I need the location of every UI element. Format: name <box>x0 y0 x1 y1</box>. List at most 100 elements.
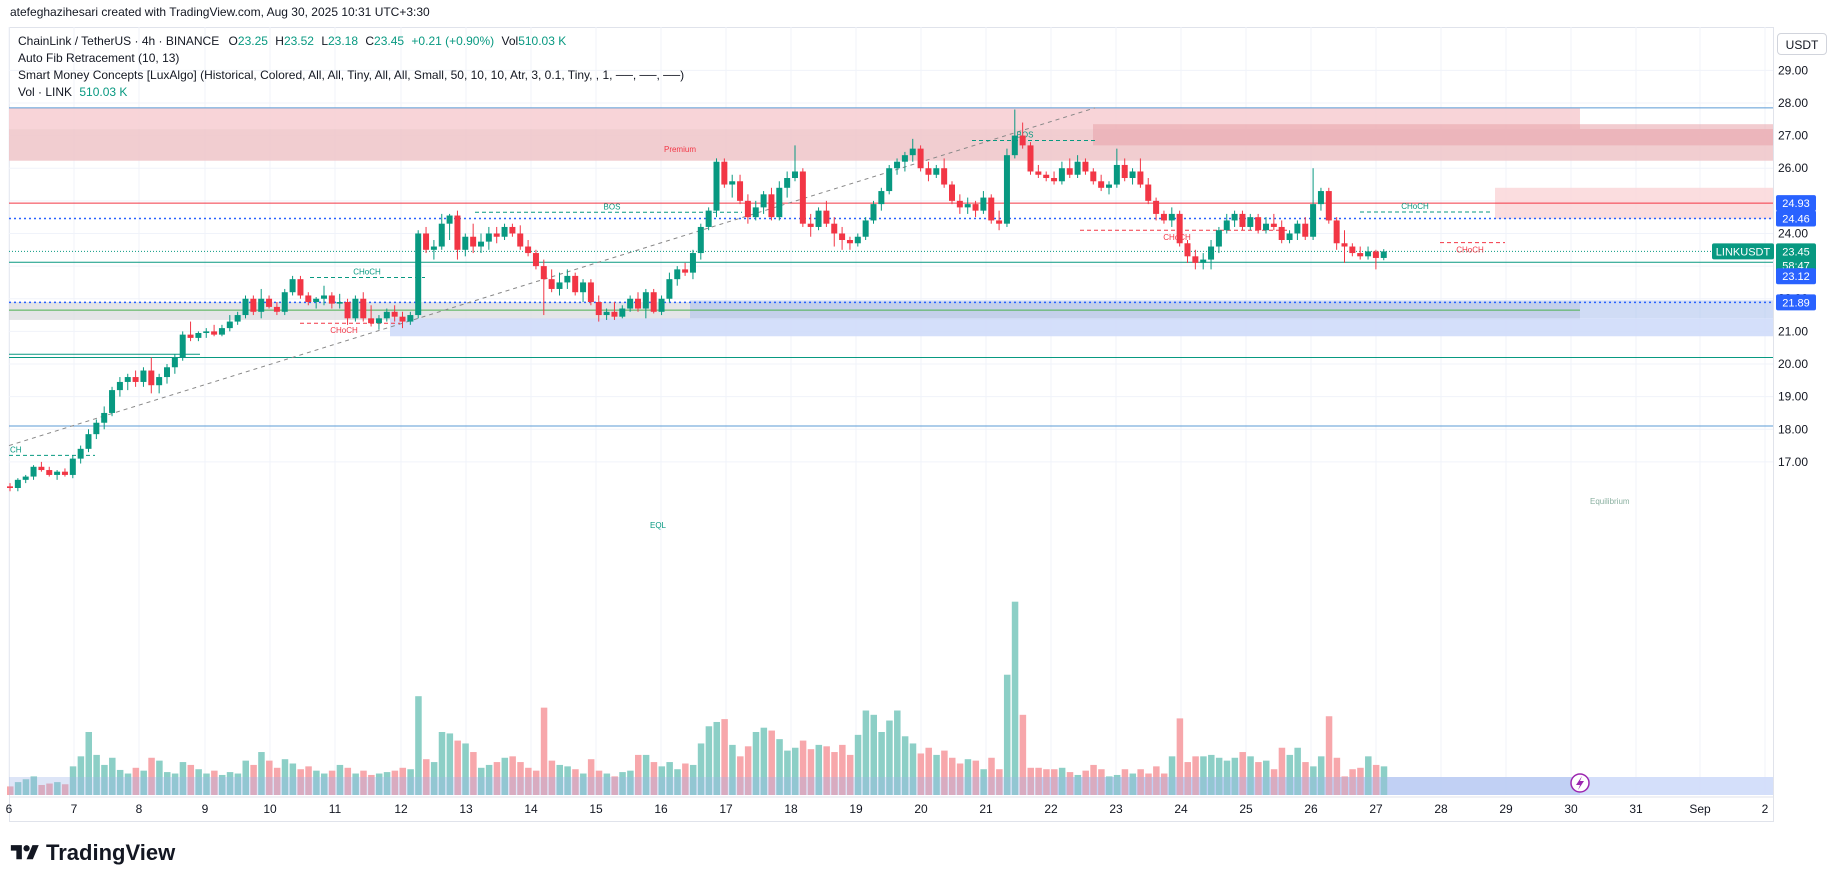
candle-body[interactable] <box>93 422 100 435</box>
candle-body[interactable] <box>258 298 265 312</box>
candle-body[interactable] <box>187 334 194 338</box>
candle-body[interactable] <box>697 226 704 254</box>
candle-body[interactable] <box>336 302 343 304</box>
candle-body[interactable] <box>996 220 1003 224</box>
candle-body[interactable] <box>281 292 288 312</box>
candle-body[interactable] <box>1365 251 1372 257</box>
candle-body[interactable] <box>894 161 901 169</box>
candle-body[interactable] <box>807 223 814 227</box>
candle-body[interactable] <box>721 161 728 185</box>
candle-body[interactable] <box>297 279 304 296</box>
candle-body[interactable] <box>69 458 76 475</box>
candle-body[interactable] <box>352 298 359 319</box>
candle-body[interactable] <box>1160 213 1167 221</box>
candle-body[interactable] <box>1137 171 1144 185</box>
candle-body[interactable] <box>77 448 84 459</box>
candle-body[interactable] <box>619 308 626 317</box>
candle-body[interactable] <box>399 316 406 322</box>
candle-body[interactable] <box>501 226 508 237</box>
candle-body[interactable] <box>1019 135 1026 146</box>
candle-body[interactable] <box>917 148 924 169</box>
candle-body[interactable] <box>949 184 955 201</box>
candle-body[interactable] <box>375 318 382 324</box>
candle-body[interactable] <box>1341 243 1348 247</box>
candle-body[interactable] <box>305 295 312 303</box>
candle-body[interactable] <box>203 331 210 334</box>
candle-body[interactable] <box>1263 223 1269 231</box>
candle-body[interactable] <box>972 204 979 211</box>
candle-body[interactable] <box>933 168 940 175</box>
candle-body[interactable] <box>266 298 273 307</box>
candle-body[interactable] <box>870 204 877 221</box>
candle-body[interactable] <box>234 315 241 322</box>
candle-body[interactable] <box>430 246 437 250</box>
candle-body[interactable] <box>556 282 563 289</box>
candle-body[interactable] <box>823 210 830 224</box>
currency-button[interactable]: USDT <box>1777 33 1827 55</box>
candle-body[interactable] <box>713 161 720 211</box>
candle-body[interactable] <box>776 187 783 218</box>
candle-body[interactable] <box>1184 243 1191 257</box>
candle-body[interactable] <box>1231 213 1238 221</box>
candle-body[interactable] <box>391 311 398 317</box>
candle-body[interactable] <box>171 357 178 368</box>
candle-body[interactable] <box>682 269 689 273</box>
candle-body[interactable] <box>360 298 367 319</box>
candle-body[interactable] <box>438 223 445 247</box>
candle-body[interactable] <box>1372 251 1379 258</box>
candle-body[interactable] <box>328 295 335 304</box>
candle-body[interactable] <box>1066 168 1073 175</box>
candle-body[interactable] <box>446 215 453 224</box>
candle-body[interactable] <box>540 266 547 280</box>
candle-body[interactable] <box>1121 164 1128 179</box>
candle-body[interactable] <box>1286 233 1293 241</box>
candle-body[interactable] <box>1168 213 1175 221</box>
candle-body[interactable] <box>839 233 846 241</box>
candle-body[interactable] <box>1106 184 1112 188</box>
candle-body[interactable] <box>1074 161 1081 175</box>
indicator-smc[interactable]: Smart Money Concepts [LuxAlgo] (Historic… <box>18 68 685 82</box>
candle-body[interactable] <box>925 168 932 175</box>
candle-body[interactable] <box>603 311 610 316</box>
candle-body[interactable] <box>635 298 641 309</box>
candle-body[interactable] <box>289 279 296 293</box>
candle-body[interactable] <box>1380 251 1387 258</box>
candle-body[interactable] <box>1302 223 1309 237</box>
candle-body[interactable] <box>250 298 257 312</box>
candle-body[interactable] <box>140 370 147 382</box>
candle-body[interactable] <box>517 233 524 247</box>
candle-body[interactable] <box>1082 161 1089 172</box>
candle-body[interactable] <box>1192 256 1199 263</box>
candle-body[interactable] <box>124 377 131 382</box>
candle-body[interactable] <box>784 178 791 188</box>
candle-body[interactable] <box>674 269 681 280</box>
candle-body[interactable] <box>1200 259 1207 263</box>
candle-body[interactable] <box>462 236 469 250</box>
candle-body[interactable] <box>1270 223 1277 227</box>
candle-body[interactable] <box>1113 164 1120 185</box>
candle-body[interactable] <box>273 306 280 312</box>
candle-body[interactable] <box>642 292 649 309</box>
candle-body[interactable] <box>737 181 744 201</box>
candle-body[interactable] <box>792 171 798 179</box>
candle-body[interactable] <box>85 434 92 449</box>
candle-body[interactable] <box>1215 230 1222 247</box>
candle-body[interactable] <box>509 226 516 234</box>
candle-body[interactable] <box>941 168 948 185</box>
candle-body[interactable] <box>886 168 893 192</box>
candle-body[interactable] <box>611 311 618 317</box>
symbol-title[interactable]: ChainLink / TetherUS · 4h · BINANCE <box>18 34 220 48</box>
candle-body[interactable] <box>195 333 202 338</box>
candle-body[interactable] <box>548 279 555 289</box>
candle-body[interactable] <box>1349 246 1356 254</box>
candle-body[interactable] <box>1043 174 1050 179</box>
candle-body[interactable] <box>30 466 37 477</box>
candle-body[interactable] <box>313 298 320 303</box>
candle-body[interactable] <box>368 318 375 324</box>
candle-body[interactable] <box>1145 184 1152 201</box>
candle-body[interactable] <box>321 295 327 299</box>
candle-body[interactable] <box>423 233 430 250</box>
candle-body[interactable] <box>909 148 916 156</box>
candle-body[interactable] <box>532 253 539 267</box>
candle-body[interactable] <box>1255 217 1262 231</box>
